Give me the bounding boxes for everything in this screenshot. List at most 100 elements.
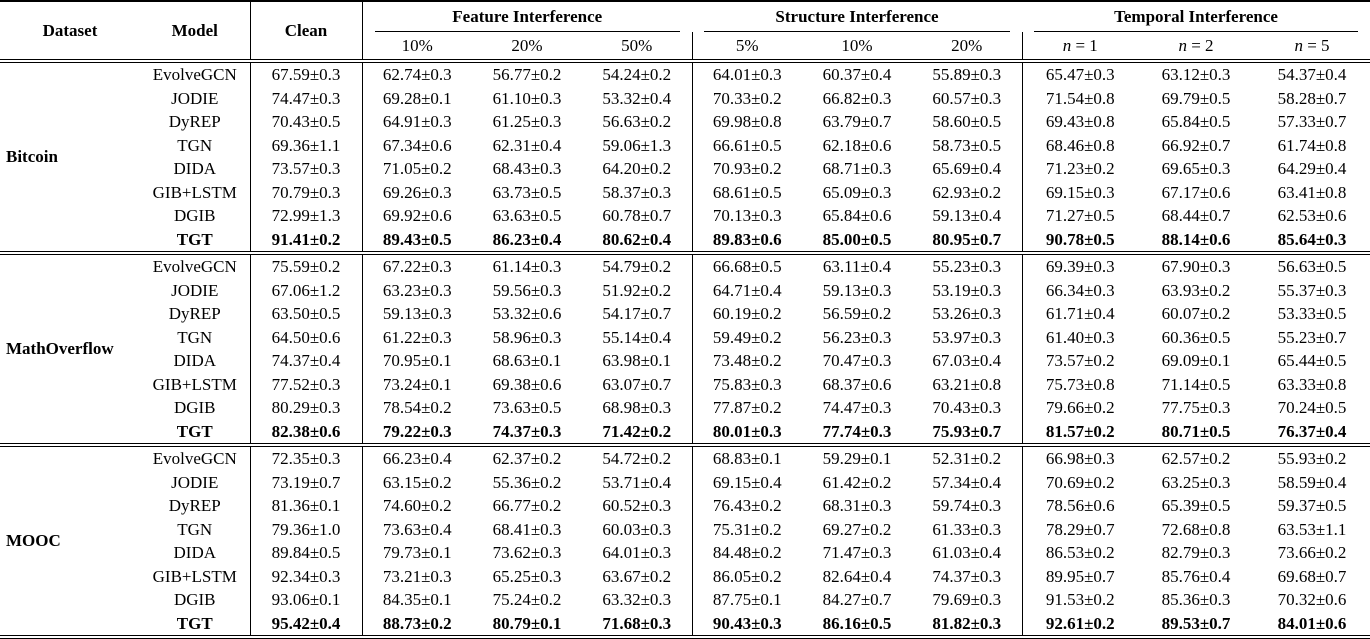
value-cell: 76.37±0.4 xyxy=(1277,421,1347,441)
table-row: GIB+LSTM 70.79±0.3 69.26±0.3 63.73±0.5 58.37… xyxy=(0,180,1370,204)
value-cell: 70.43±0.5 xyxy=(249,110,363,134)
value-cell: 67.59±0.3 xyxy=(249,61,363,87)
value-cell: 64.20±0.2 xyxy=(602,159,672,178)
sub-header-temporal-n5: n = 5 xyxy=(1294,35,1330,55)
value-cell: 80.01±0.3 xyxy=(691,419,803,445)
value-cell: 52.31±0.2 xyxy=(932,449,1002,468)
header-row-groups: Dataset Model Clean Feature Interference… xyxy=(0,1,1370,61)
value-cell: 95.42±0.4 xyxy=(249,611,363,637)
table-header: Dataset Model Clean Feature Interference… xyxy=(0,1,1370,61)
value-cell: 58.37±0.3 xyxy=(602,182,672,202)
value-cell: 61.25±0.3 xyxy=(492,112,562,131)
value-cell: 69.79±0.5 xyxy=(1161,88,1231,108)
value-cell: 86.05±0.2 xyxy=(691,564,803,588)
value-cell: 58.60±0.5 xyxy=(932,112,1002,131)
value-cell: 70.32±0.6 xyxy=(1277,590,1347,609)
value-cell: 80.62±0.4 xyxy=(602,229,672,249)
value-cell: 71.68±0.3 xyxy=(602,613,672,633)
value-cell: 77.74±0.3 xyxy=(822,421,892,441)
table-row: DyREP 81.36±0.1 74.60±0.2 66.77±0.2 60.52±0.… xyxy=(0,494,1370,518)
value-cell: 73.21±0.3 xyxy=(382,566,452,586)
table-row: MOOC EvolveGCN 72.35±0.3 66.23±0.4 62.37±0.2… xyxy=(0,445,1370,550)
value-cell: 85.64±0.3 xyxy=(1277,229,1347,249)
value-cell: 60.19±0.2 xyxy=(691,302,803,326)
value-cell: 72.68±0.8 xyxy=(1161,519,1231,539)
value-cell: 54.72±0.2 xyxy=(602,449,672,468)
dataset-cell: Bitcoin xyxy=(6,147,58,167)
value-cell: 91.53±0.2 xyxy=(1021,588,1139,612)
col-header-clean: Clean xyxy=(249,1,363,61)
sub-header-structure-5pct: 5% xyxy=(691,32,803,61)
value-cell: 64.01±0.3 xyxy=(691,61,803,87)
value-cell: 84.27±0.7 xyxy=(822,590,892,609)
value-cell: 60.52±0.3 xyxy=(602,496,672,515)
value-cell: 54.79±0.2 xyxy=(602,257,672,276)
value-cell: 68.41±0.3 xyxy=(492,519,562,539)
value-cell: 75.73±0.8 xyxy=(1021,372,1139,396)
group-header-label: Structure Interference xyxy=(704,2,1011,32)
value-cell: 77.52±0.3 xyxy=(249,372,363,396)
value-cell: 66.68±0.5 xyxy=(691,253,803,279)
value-cell: 79.73±0.1 xyxy=(382,543,452,562)
group-header-label: Feature Interference xyxy=(374,2,681,32)
value-cell: 69.15±0.4 xyxy=(691,470,803,494)
value-cell: 91.41±0.2 xyxy=(249,227,363,253)
sub-header-temporal-n2: n = 2 xyxy=(1178,35,1214,55)
value-cell: 80.71±0.5 xyxy=(1161,421,1231,441)
value-cell: 64.01±0.3 xyxy=(602,543,672,562)
table-row: JODIE 67.06±1.2 63.23±0.3 59.56±0.3 51.92±0.… xyxy=(0,278,1370,302)
table-row: DGIB 80.29±0.3 78.54±0.2 73.63±0.5 68.98±0.3… xyxy=(0,396,1370,420)
value-cell: 81.36±0.1 xyxy=(249,494,363,518)
value-cell: 70.95±0.1 xyxy=(382,351,452,370)
dataset-cell: MathOverflow xyxy=(6,339,114,359)
value-cell: 74.37±0.4 xyxy=(249,349,363,373)
table-row: GIB+LSTM 92.34±0.3 73.21±0.3 65.25±0.3 63.67… xyxy=(0,564,1370,588)
value-cell: 73.57±0.2 xyxy=(1021,349,1139,373)
value-cell: 62.31±0.4 xyxy=(492,135,562,155)
value-cell: 68.31±0.3 xyxy=(822,496,892,515)
value-cell: 61.74±0.8 xyxy=(1277,135,1347,155)
value-cell: 86.16±0.5 xyxy=(822,613,892,633)
value-cell: 53.32±0.4 xyxy=(602,88,672,108)
value-cell: 71.14±0.5 xyxy=(1161,374,1231,394)
model-cell: GIB+LSTM xyxy=(152,566,237,586)
value-cell: 53.19±0.3 xyxy=(932,280,1002,300)
table-row: DyREP 70.43±0.5 64.91±0.3 61.25±0.3 56.63±0.… xyxy=(0,110,1370,134)
value-cell: 62.74±0.3 xyxy=(382,65,452,84)
model-cell: JODIE xyxy=(171,280,219,300)
value-cell: 66.77±0.2 xyxy=(492,496,562,515)
value-cell: 82.64±0.4 xyxy=(822,566,892,586)
value-cell: 74.47±0.3 xyxy=(822,398,892,417)
value-cell: 60.78±0.7 xyxy=(602,206,672,225)
value-cell: 63.23±0.3 xyxy=(382,280,452,300)
value-cell: 79.22±0.3 xyxy=(382,421,452,441)
table-row: JODIE 74.47±0.3 69.28±0.1 61.10±0.3 53.32±0.… xyxy=(0,86,1370,110)
value-cell: 80.79±0.1 xyxy=(492,613,562,633)
model-cell: JODIE xyxy=(171,472,219,492)
value-cell: 78.29±0.7 xyxy=(1021,517,1139,541)
value-cell: 69.39±0.3 xyxy=(1021,253,1139,279)
value-cell: 69.36±1.1 xyxy=(249,133,363,157)
value-cell: 75.93±0.7 xyxy=(932,421,1002,441)
value-cell: 63.50±0.5 xyxy=(249,302,363,326)
model-cell: JODIE xyxy=(171,88,219,108)
value-cell: 93.06±0.1 xyxy=(249,588,363,612)
value-cell: 53.26±0.3 xyxy=(932,304,1002,323)
value-cell: 89.95±0.7 xyxy=(1021,564,1139,588)
value-cell: 67.06±1.2 xyxy=(249,278,363,302)
value-cell: 71.54±0.8 xyxy=(1021,86,1139,110)
group-header-label: Temporal Interference xyxy=(1034,2,1359,32)
value-cell: 51.92±0.2 xyxy=(602,280,672,300)
group-header-feature-interference: Feature Interference xyxy=(362,1,692,32)
value-cell: 69.92±0.6 xyxy=(382,206,452,225)
value-cell: 63.63±0.5 xyxy=(492,206,562,225)
value-cell: 75.83±0.3 xyxy=(691,372,803,396)
value-cell: 73.63±0.4 xyxy=(382,519,452,539)
value-cell: 63.73±0.5 xyxy=(492,182,562,202)
table-row: DIDA 73.57±0.3 71.05±0.2 68.43±0.3 64.20±0.2… xyxy=(0,157,1370,181)
value-cell: 58.73±0.5 xyxy=(932,135,1002,155)
table-row: MathOverflow EvolveGCN 75.59±0.2 67.22±0.3 6… xyxy=(0,253,1370,358)
value-cell: 55.37±0.3 xyxy=(1277,280,1347,300)
